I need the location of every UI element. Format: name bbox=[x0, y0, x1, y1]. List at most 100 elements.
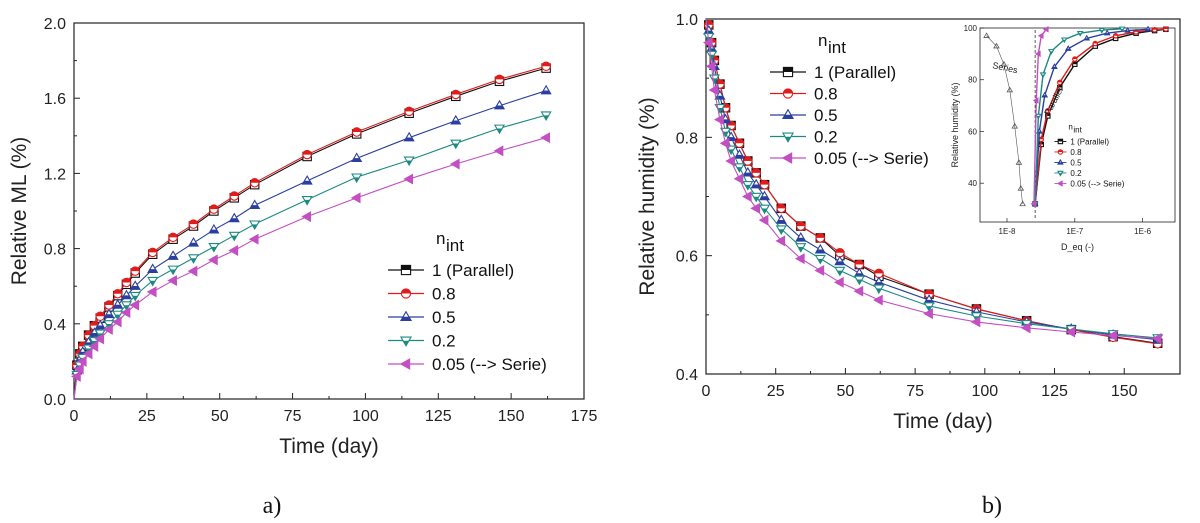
legend-label-a: 0.5 bbox=[432, 308, 456, 327]
data-point-a-2-fill bbox=[541, 90, 551, 94]
inset-legend-label: 0.5 bbox=[1070, 158, 1082, 167]
data-point-a-3-fill bbox=[497, 128, 502, 134]
chart-inset: 1E-8 1E-7 1E-6 40 60 80 100 D_eq (-) Relative hu… bbox=[950, 24, 1176, 252]
data-point-b-3-fill bbox=[837, 270, 843, 276]
inset-y-tick-label: 80 bbox=[968, 76, 977, 85]
x-tick-label-b: 75 bbox=[906, 383, 924, 400]
data-point-a-1-fill bbox=[131, 266, 140, 272]
inset-data-point-3-fill bbox=[1100, 30, 1104, 33]
data-point-a-3-fill bbox=[115, 314, 121, 320]
legend-label-a: 1 (Parallel) bbox=[432, 261, 514, 280]
data-point-a-1-fill bbox=[404, 107, 414, 112]
data-point-a-2-fill bbox=[148, 269, 158, 273]
inset-data-point-3-fill bbox=[1041, 74, 1045, 78]
inset-data-point-5 bbox=[1019, 200, 1026, 207]
data-point-a-2-fill bbox=[250, 205, 260, 209]
caption-a: a) bbox=[263, 493, 282, 519]
inset-data-point-1-fill bbox=[1039, 137, 1044, 140]
legend-marker-b-fill bbox=[785, 136, 791, 142]
data-point-a-1-fill bbox=[541, 62, 551, 67]
data-point-b-3-fill bbox=[762, 208, 767, 214]
inset-data-point-0-fill bbox=[1057, 85, 1062, 88]
legend-label-b: 0.2 bbox=[814, 128, 838, 147]
data-point-a-1-fill bbox=[352, 127, 361, 133]
inset-data-point-0-fill bbox=[1045, 113, 1051, 116]
inset-data-point-5 bbox=[983, 32, 990, 38]
inset-data-point-4 bbox=[1032, 97, 1039, 104]
data-point-a-3-fill bbox=[191, 258, 196, 263]
data-point-a-3-fill bbox=[211, 246, 217, 252]
data-point-a-2-fill bbox=[130, 285, 140, 290]
data-point-a-3-fill bbox=[304, 199, 310, 205]
data-point-b-1-fill bbox=[751, 168, 761, 173]
data-point-a-1-fill bbox=[451, 90, 460, 95]
legend-a: n int 1 (Parallel) 0.8 0.5 0.2 0.05 (--> Serie… bbox=[388, 229, 547, 374]
y-tick-label-a: 2.0 bbox=[44, 16, 66, 33]
data-point-b-1-fill bbox=[835, 248, 845, 253]
inset-legend-label: 0.8 bbox=[1070, 148, 1082, 157]
data-point-a-3-fill bbox=[124, 305, 129, 310]
data-point-b-1-fill bbox=[735, 139, 744, 144]
data-point-a-3-fill bbox=[231, 235, 237, 241]
inset-legend-marker-fill bbox=[1057, 162, 1063, 165]
inset-data-point-5 bbox=[993, 42, 1000, 49]
inset-data-point-5 bbox=[1017, 184, 1025, 191]
inset-data-point-5 bbox=[1006, 86, 1014, 93]
data-point-b-4 bbox=[814, 264, 825, 276]
data-point-b-3-fill bbox=[737, 167, 742, 172]
series-line-a-1 bbox=[73, 65, 547, 400]
data-point-b-4 bbox=[775, 235, 786, 247]
data-point-b-3-fill bbox=[717, 107, 723, 113]
data-point-a-1-fill bbox=[104, 300, 114, 305]
legend-label-b: 1 (Parallel) bbox=[814, 63, 896, 82]
x-tick-label-a: 150 bbox=[498, 408, 525, 425]
legend-title-sub-a: int bbox=[446, 236, 464, 255]
data-point-b-3-fill bbox=[876, 288, 882, 294]
data-point-a-3-fill bbox=[406, 160, 412, 166]
data-point-a-1-fill bbox=[148, 248, 157, 253]
inset-legend-label: 0.05 (--> Serie) bbox=[1070, 179, 1124, 188]
x-tick-label-b: 50 bbox=[837, 383, 855, 400]
inset-y-tick-label: 100 bbox=[964, 24, 978, 33]
legend-marker-b bbox=[781, 152, 793, 164]
x-tick-label-b: 0 bbox=[702, 383, 711, 400]
x-tick-label-a: 75 bbox=[284, 408, 302, 425]
data-point-a-4 bbox=[88, 340, 99, 352]
data-point-a-1-fill bbox=[96, 312, 105, 317]
data-point-b-2-fill bbox=[751, 184, 761, 188]
y-tick-label-b: 0.6 bbox=[676, 249, 698, 266]
x-axis-label-b: Time (day) bbox=[893, 410, 993, 433]
data-point-b-4 bbox=[1107, 330, 1117, 342]
data-point-a-3-fill bbox=[453, 143, 459, 149]
data-point-b-1-fill bbox=[855, 260, 864, 265]
legend-label-a: 0.05 (--> Serie) bbox=[432, 355, 547, 374]
legend-marker-a-fill bbox=[401, 265, 411, 270]
data-point-a-4 bbox=[94, 333, 105, 345]
data-point-b-2-fill bbox=[815, 249, 825, 253]
data-point-b-1-fill bbox=[874, 269, 884, 274]
data-point-a-3-fill bbox=[543, 115, 549, 120]
inset-data-point-2-fill bbox=[1042, 95, 1048, 97]
data-point-b-3-fill bbox=[798, 247, 804, 252]
inset-legend-marker bbox=[1056, 180, 1063, 187]
data-point-a-2-fill bbox=[188, 242, 199, 247]
legend-title-a: n bbox=[436, 229, 445, 248]
inset-legend-marker-fill bbox=[1059, 173, 1062, 176]
data-point-a-4 bbox=[228, 245, 239, 256]
legend-marker-a-fill bbox=[400, 316, 412, 321]
inset-data-point-1-fill bbox=[1113, 33, 1118, 36]
data-point-b-4 bbox=[741, 191, 752, 202]
data-point-a-2-fill bbox=[404, 137, 414, 141]
inset-y-axis-label: Relative humidity (%) bbox=[950, 82, 960, 167]
inset-data-point-4 bbox=[1042, 26, 1049, 33]
legend-marker-a bbox=[399, 358, 411, 370]
data-point-b-4 bbox=[725, 155, 735, 167]
data-point-b-4 bbox=[1020, 322, 1031, 334]
data-point-a-4 bbox=[301, 211, 312, 223]
data-point-a-4 bbox=[103, 323, 113, 335]
data-point-b-2-fill bbox=[759, 196, 770, 200]
chart-a: 0 25 50 75 100 125 150 175 0.0 0.4 0.8 1.2 1.6 2.0 Tim… bbox=[8, 16, 597, 458]
inset-data-point-1-fill bbox=[1072, 56, 1078, 60]
data-point-b-2-fill bbox=[776, 219, 786, 224]
